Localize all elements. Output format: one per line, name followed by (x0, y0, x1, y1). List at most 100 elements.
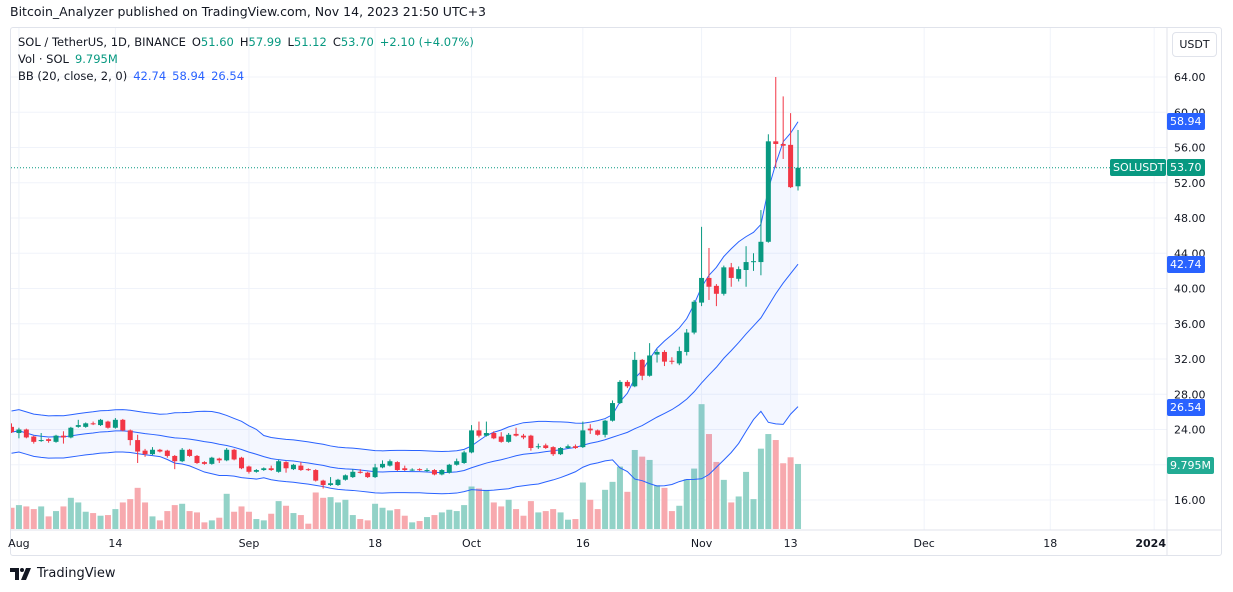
candle-body (506, 434, 512, 442)
candle-body (216, 458, 222, 461)
bb-upper-line (11, 121, 799, 452)
candle-body (417, 469, 423, 471)
time-tick-label: Oct (462, 537, 482, 550)
candle-body (209, 457, 215, 464)
candle-body (728, 267, 734, 278)
candle-body (187, 449, 193, 456)
candle-body (439, 470, 445, 475)
candle-body (713, 285, 719, 294)
volume-bar (602, 489, 609, 529)
tradingview-logo[interactable]: TradingView (10, 566, 116, 581)
volume-bar (631, 449, 638, 529)
currency-button[interactable]: USDT (1172, 32, 1217, 57)
volume-bar (401, 515, 408, 529)
candle-body (142, 450, 148, 455)
time-tick-label: 14 (108, 537, 122, 550)
volume-bar (30, 509, 37, 529)
volume-bar (416, 521, 423, 529)
candle-series (11, 77, 801, 489)
volume-bar (705, 434, 712, 529)
volume-bar (127, 499, 134, 529)
legend-volume[interactable]: Vol · SOL 9.795M (18, 52, 124, 66)
volume-bar (431, 515, 438, 529)
volume-bar (609, 481, 616, 529)
volume-bar (327, 497, 334, 529)
legend-bollinger[interactable]: BB (20, close, 2, 0) 42.74 58.94 26.54 (18, 69, 250, 83)
candle-body (253, 470, 259, 472)
volume-bar (475, 488, 482, 529)
legend-high-label: H (239, 35, 249, 49)
volume-bar (639, 456, 646, 529)
volume-bar (386, 510, 393, 529)
legend-close: 53.70 (340, 35, 374, 49)
candle-body (11, 426, 14, 433)
candle-body (98, 419, 104, 426)
bb-fill (11, 121, 799, 494)
volume-bar (646, 459, 653, 529)
volume-bar (453, 511, 460, 529)
candle-body (795, 167, 801, 187)
volume-bar (780, 463, 787, 529)
legend-bb-basis: 42.74 (133, 69, 167, 83)
volume-bar (283, 505, 290, 529)
price-axis[interactable]: 64.0060.0056.0052.0048.0044.0040.0036.00… (1174, 71, 1206, 507)
price-tick-label: 52.00 (1174, 177, 1206, 190)
time-tick-label: Aug (8, 537, 29, 550)
volume-bar (468, 486, 475, 529)
time-axis[interactable]: Aug 14 Sep 18 Oct 16 Nov 13 Dec 18 2024 (8, 537, 1166, 550)
candle-body (513, 433, 519, 436)
volume-bar (45, 516, 52, 529)
legend-main-series[interactable]: SOL / TetherUS, 1D, BINANCE O51.60 H57.99 L… (18, 35, 480, 49)
volume-bar (53, 511, 60, 529)
volume-bar (305, 523, 312, 529)
candle-body (758, 241, 764, 263)
candle-body (647, 355, 653, 376)
candle-body (773, 141, 779, 144)
candle-body (342, 475, 348, 480)
volume-bar (765, 434, 772, 529)
candle-body (461, 452, 467, 463)
candle-body (112, 419, 118, 428)
volume-bar (290, 513, 297, 529)
volume-bar (171, 505, 178, 529)
volume-bar (179, 503, 186, 529)
volume-bar (728, 502, 735, 529)
candle-body (290, 464, 296, 470)
candle-body (535, 446, 541, 448)
time-tick-label: Dec (914, 537, 935, 550)
candle-body (164, 450, 170, 456)
volume-bar (164, 511, 171, 529)
volume-bar (772, 440, 779, 529)
candle-body (239, 457, 245, 469)
volume-bar (216, 517, 223, 529)
volume-bar (565, 519, 571, 529)
volume-bar (654, 485, 661, 529)
legend-bb-upper: 58.94 (172, 69, 206, 83)
volume-bar (312, 492, 319, 529)
candle-body (179, 449, 185, 462)
volume-bar (253, 519, 260, 529)
bb-basis-line (11, 263, 799, 474)
candle-body (261, 468, 267, 471)
volume-bar (683, 479, 690, 529)
volume-bar (505, 499, 512, 529)
publisher-line: Bitcoin_Analyzer published on TradingVie… (10, 4, 487, 19)
price-tick-label: 36.00 (1174, 318, 1206, 331)
candle-body (357, 471, 363, 473)
legend-low-label: L (287, 35, 294, 49)
candle-body (565, 446, 571, 449)
candle-body (149, 449, 155, 455)
candle-body (669, 360, 675, 362)
candle-body (765, 141, 771, 242)
candle-body (743, 262, 749, 270)
chart-widget-frame (10, 27, 1222, 556)
volume-bar (795, 463, 802, 529)
price-tick-label: 16.00 (1174, 494, 1206, 507)
candle-body (721, 267, 727, 294)
legend-volume-label: Vol · SOL (18, 52, 69, 66)
price-tick-label: 56.00 (1174, 142, 1206, 155)
volume-bar (587, 499, 594, 529)
volume-bar (364, 520, 371, 529)
legend-volume-value: 9.795M (74, 52, 118, 66)
